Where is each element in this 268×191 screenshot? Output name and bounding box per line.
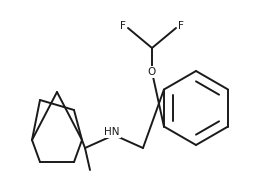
Text: HN: HN — [104, 127, 120, 137]
Text: O: O — [148, 67, 156, 77]
Text: F: F — [120, 21, 126, 31]
Text: F: F — [178, 21, 184, 31]
